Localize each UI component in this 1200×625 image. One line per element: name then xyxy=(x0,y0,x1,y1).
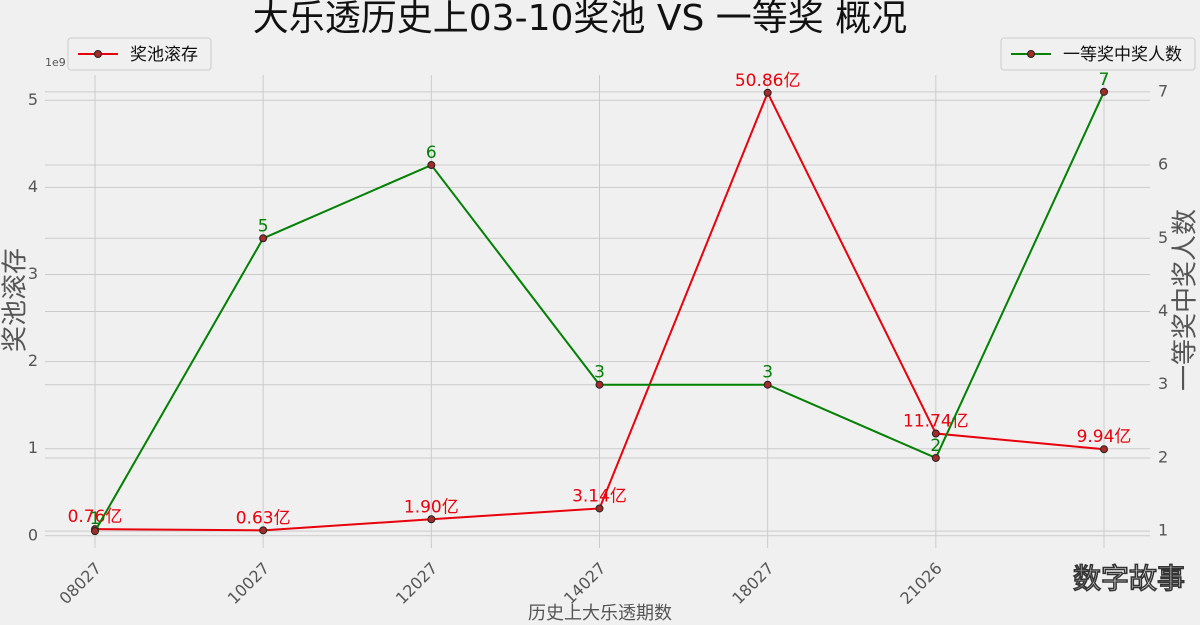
data-label: 9.94亿 xyxy=(1077,427,1132,447)
y-axis-label: 奖池滚存 xyxy=(1,248,31,352)
chart-title: 大乐透历史上03-10奖池 VS 一等奖 概况 xyxy=(253,0,907,39)
data-point xyxy=(763,380,772,389)
y-tick-label: 3 xyxy=(28,264,38,283)
y2-tick-label: 7 xyxy=(1158,81,1168,100)
legend-box xyxy=(1000,37,1196,71)
data-label: 0.76亿 xyxy=(68,507,123,527)
data-point xyxy=(91,527,99,536)
legend-label: 一等奖中奖人数 xyxy=(1063,45,1182,65)
data-point xyxy=(931,453,940,462)
y-tick-label: 4 xyxy=(28,177,38,196)
data-label: 7 xyxy=(1099,70,1110,90)
legend-box xyxy=(67,37,212,71)
legend-marker xyxy=(1027,50,1035,58)
data-label: 3 xyxy=(762,363,773,383)
y-tick-label: 1 xyxy=(28,438,38,457)
data-point xyxy=(931,429,940,438)
y2-tick-label: 6 xyxy=(1158,155,1168,174)
y2-tick-label: 5 xyxy=(1158,228,1168,247)
data-label: 3 xyxy=(594,363,605,383)
data-label: 6 xyxy=(426,143,437,163)
y-offset-label: 1e9 xyxy=(45,56,66,69)
data-point xyxy=(259,526,268,535)
data-point xyxy=(595,380,604,389)
y-tick-label: 5 xyxy=(28,90,38,109)
y2-tick-label: 3 xyxy=(1158,374,1168,393)
data-label: 1 xyxy=(90,509,101,529)
legend-label: 奖池滚存 xyxy=(130,45,198,65)
y-tick-label: 0 xyxy=(28,525,38,544)
data-label: 5 xyxy=(258,216,269,236)
x-axis-label: 历史上大乐透期数 xyxy=(528,603,672,624)
y2-axis-label: 一等奖中奖人数 xyxy=(1171,209,1200,391)
data-point xyxy=(595,504,604,513)
data-point xyxy=(1100,445,1108,454)
data-point xyxy=(427,161,436,170)
y2-tick-label: 4 xyxy=(1158,301,1168,320)
data-label: 1.90亿 xyxy=(404,497,459,517)
data-point xyxy=(763,88,772,97)
data-label: 11.74亿 xyxy=(903,412,969,432)
legend-marker xyxy=(94,50,102,58)
data-label: 50.86亿 xyxy=(735,71,801,91)
data-point xyxy=(1100,87,1108,96)
data-point xyxy=(427,515,436,524)
data-label: 3.14亿 xyxy=(572,486,627,506)
data-label: 0.63亿 xyxy=(236,508,291,528)
y2-tick-label: 1 xyxy=(1158,521,1168,540)
y-tick-label: 2 xyxy=(28,351,38,370)
data-point xyxy=(259,234,268,243)
watermark: 数字故事 xyxy=(1073,562,1185,595)
data-label: 2 xyxy=(930,436,941,456)
y2-tick-label: 2 xyxy=(1158,447,1168,466)
